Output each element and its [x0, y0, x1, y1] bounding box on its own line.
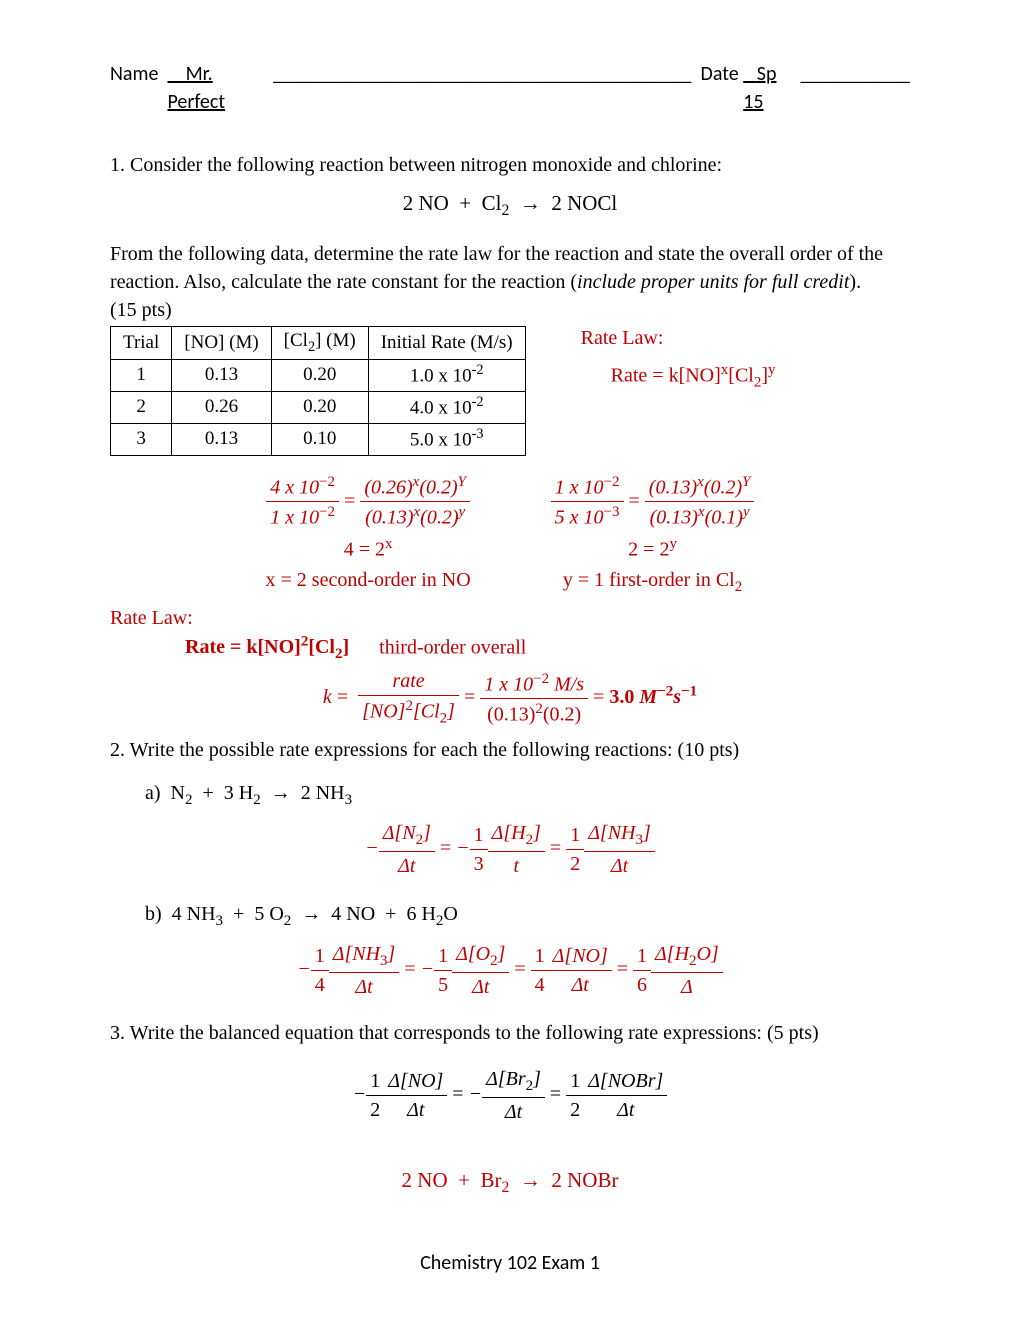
rate-law-side: Rate Law: Rate = k[NO]x[Cl2]y	[581, 324, 776, 394]
final-rate-law: Rate = k[NO]2[Cl2] third-order overall	[185, 632, 910, 666]
q2b-label: b) 4 NH3 + 5 O2 → 4 NO + 6 H2O	[145, 900, 910, 932]
col-cl2: [Cl2] (M)	[271, 327, 368, 360]
date-label: Date	[701, 60, 739, 88]
q1-intro: 1. Consider the following reaction betwe…	[110, 151, 910, 179]
work-left: 4 x 10−21 x 10−2 = (0.26)x(0.2)Y(0.13)x(…	[266, 470, 471, 600]
header: Name Mr. Perfect________________________…	[110, 60, 910, 116]
q2-prompt: 2. Write the possible rate expressions f…	[110, 736, 910, 764]
q1-body: From the following data, determine the r…	[110, 240, 910, 324]
name-value: Mr. Perfect	[167, 62, 225, 114]
q1-work: 4 x 10−21 x 10−2 = (0.26)x(0.2)Y(0.13)x(…	[110, 470, 910, 600]
table-row: 20.260.204.0 x 10-2	[111, 391, 526, 423]
col-no: [NO] (M)	[172, 327, 271, 360]
q2b-expression: −14Δ[NH3]Δt = −15Δ[O2]Δt = 14Δ[NO]Δt = 1…	[110, 940, 910, 1001]
footer: Chemistry 102 Exam 1	[0, 1251, 1020, 1275]
q2a-expression: −Δ[N2]Δt = −13Δ[H2]t = 12Δ[NH3]Δt	[110, 819, 910, 880]
col-trial: Trial	[111, 327, 172, 360]
col-rate: Initial Rate (M/s)	[368, 327, 525, 360]
q3-answer: 2 NO + Br2 → 2 NOBr	[110, 1166, 910, 1199]
q3-expression: −12Δ[NO]Δt = −Δ[Br2]Δt = 12Δ[NOBr]Δt	[110, 1065, 910, 1126]
name-trail: ________________________________________…	[273, 60, 691, 88]
k-calculation: k = rate[NO]2[Cl2] = 1 x 10−2 M/s(0.13)2…	[110, 667, 910, 730]
q2a-label: a) N2 + 3 H2 → 2 NH3	[145, 779, 910, 811]
date-trail: ___________	[800, 60, 910, 88]
final-rate-law-label: Rate Law:	[110, 604, 910, 632]
q1-equation: 2 NO + Cl2 → 2 NOCl	[110, 189, 910, 222]
name-label: Name	[110, 60, 158, 88]
table-row: 30.130.105.0 x 10-3	[111, 423, 526, 455]
date-value: Sp 15	[743, 62, 776, 114]
table-row: 10.130.201.0 x 10-2	[111, 359, 526, 391]
q3-prompt: 3. Write the balanced equation that corr…	[110, 1019, 910, 1047]
work-right: 1 x 10−25 x 10−3 = (0.13)x(0.2)Y(0.13)x(…	[551, 470, 755, 600]
data-table: Trial [NO] (M) [Cl2] (M) Initial Rate (M…	[110, 326, 526, 456]
